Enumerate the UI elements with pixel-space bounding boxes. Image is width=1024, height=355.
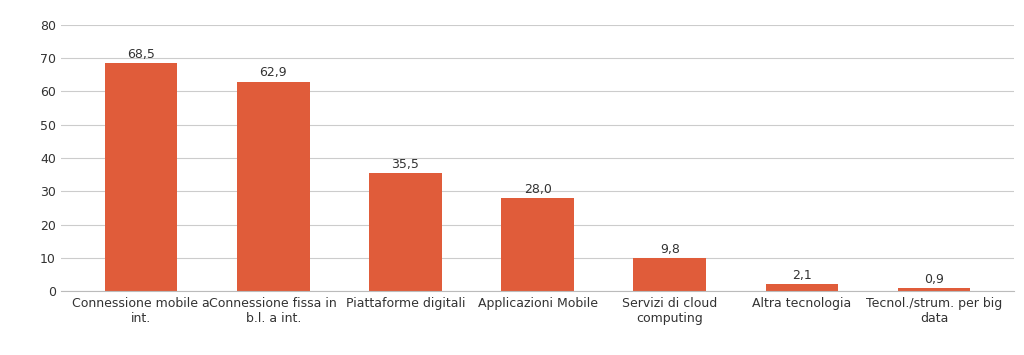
Bar — [104, 63, 177, 291]
Text: 68,5: 68,5 — [127, 48, 155, 61]
Text: 9,8: 9,8 — [659, 243, 680, 256]
Text: 2,1: 2,1 — [793, 269, 812, 282]
Bar — [369, 173, 441, 291]
Bar — [237, 82, 309, 291]
Text: 35,5: 35,5 — [391, 158, 420, 171]
Bar — [766, 284, 839, 291]
Text: 0,9: 0,9 — [925, 273, 944, 286]
Text: 28,0: 28,0 — [523, 182, 552, 196]
Bar — [502, 198, 573, 291]
Text: 62,9: 62,9 — [259, 66, 287, 80]
Bar — [634, 258, 707, 291]
Bar — [898, 288, 971, 291]
